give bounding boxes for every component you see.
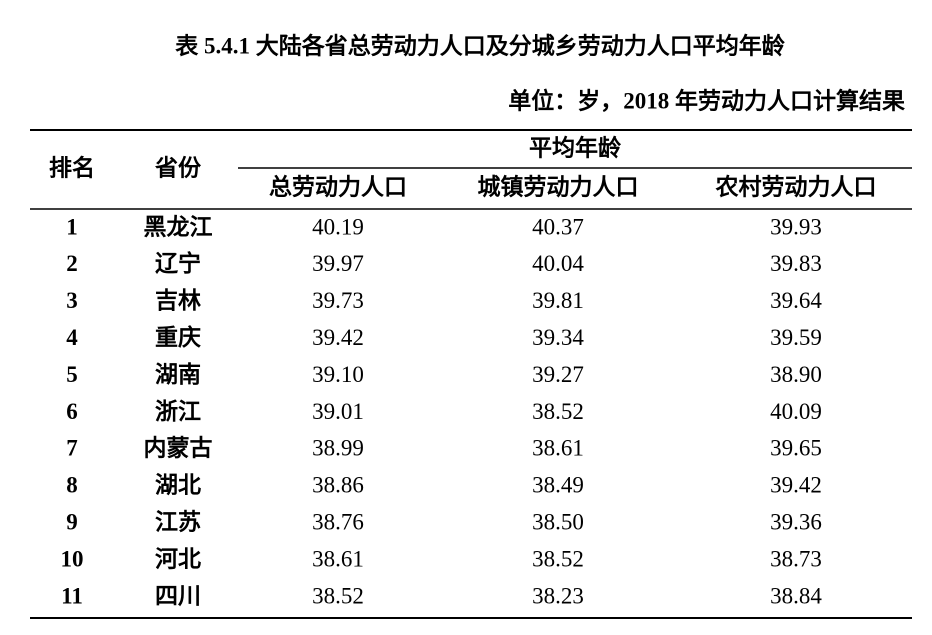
value-cell: 38.86 — [312, 473, 364, 498]
header-rank: 排名 — [49, 154, 95, 180]
column-header: 农村劳动力人口 — [715, 173, 877, 199]
province-cell: 重庆 — [155, 324, 201, 350]
rank-cell: 9 — [66, 509, 78, 534]
rank-cell: 5 — [66, 362, 78, 387]
unit-note: 单位：岁，2018 年劳动力人口计算结果 — [508, 87, 905, 113]
province-cell: 黑龙江 — [144, 214, 213, 239]
value-cell: 38.52 — [532, 399, 584, 424]
value-cell: 38.52 — [312, 583, 364, 608]
value-cell: 39.65 — [770, 436, 822, 461]
value-cell: 39.59 — [770, 325, 822, 350]
rank-cell: 2 — [66, 251, 78, 276]
province-cell: 浙江 — [155, 399, 201, 424]
value-cell: 38.61 — [312, 546, 364, 571]
province-cell: 湖北 — [155, 473, 201, 498]
value-cell: 39.01 — [312, 399, 364, 424]
value-cell: 39.27 — [532, 362, 584, 387]
value-cell: 39.93 — [770, 214, 822, 239]
value-cell: 38.49 — [532, 473, 584, 498]
value-cell: 40.37 — [532, 214, 584, 239]
value-cell: 39.83 — [770, 251, 822, 276]
province-cell: 吉林 — [155, 287, 201, 313]
column-header: 总劳动力人口 — [269, 173, 407, 199]
value-cell: 39.34 — [532, 325, 584, 350]
value-cell: 38.84 — [770, 583, 822, 608]
value-cell: 39.64 — [770, 288, 822, 313]
province-cell: 辽宁 — [155, 250, 201, 276]
rank-cell: 1 — [66, 214, 78, 239]
value-cell: 38.73 — [770, 546, 822, 571]
value-cell: 39.42 — [312, 325, 364, 350]
title: 表 5.4.1 大陆各省总劳动力人口及分城乡劳动力人口平均年龄 — [175, 32, 786, 58]
value-cell: 38.99 — [312, 436, 364, 461]
column-header: 城镇劳动力人口 — [478, 173, 639, 199]
value-cell: 39.81 — [532, 288, 584, 313]
value-cell: 38.23 — [532, 583, 584, 608]
province-cell: 江苏 — [155, 509, 201, 534]
value-cell: 40.09 — [770, 399, 822, 424]
province-cell: 内蒙古 — [144, 436, 213, 461]
value-cell: 40.04 — [532, 251, 584, 276]
header-province: 省份 — [154, 155, 202, 180]
rank-cell: 10 — [61, 546, 84, 571]
value-cell: 38.61 — [532, 436, 584, 461]
value-cell: 38.90 — [770, 362, 822, 387]
province-cell: 河北 — [155, 546, 201, 571]
value-cell: 38.50 — [532, 509, 584, 534]
value-cell: 39.36 — [770, 509, 822, 534]
rank-cell: 7 — [66, 436, 78, 461]
value-cell: 38.76 — [312, 509, 364, 534]
province-cell: 湖南 — [155, 362, 201, 387]
header-group: 平均年龄 — [529, 134, 622, 160]
value-cell: 39.42 — [770, 473, 822, 498]
value-cell: 39.73 — [312, 288, 364, 313]
rank-cell: 4 — [66, 325, 78, 350]
rank-cell: 3 — [66, 288, 78, 313]
rank-cell: 6 — [66, 399, 78, 424]
province-cell: 四川 — [155, 583, 201, 608]
value-cell: 39.97 — [312, 251, 364, 276]
rank-cell: 8 — [66, 473, 78, 498]
value-cell: 39.10 — [312, 362, 364, 387]
rank-cell: 11 — [61, 583, 83, 608]
value-cell: 40.19 — [312, 214, 364, 239]
value-cell: 38.52 — [532, 546, 584, 571]
